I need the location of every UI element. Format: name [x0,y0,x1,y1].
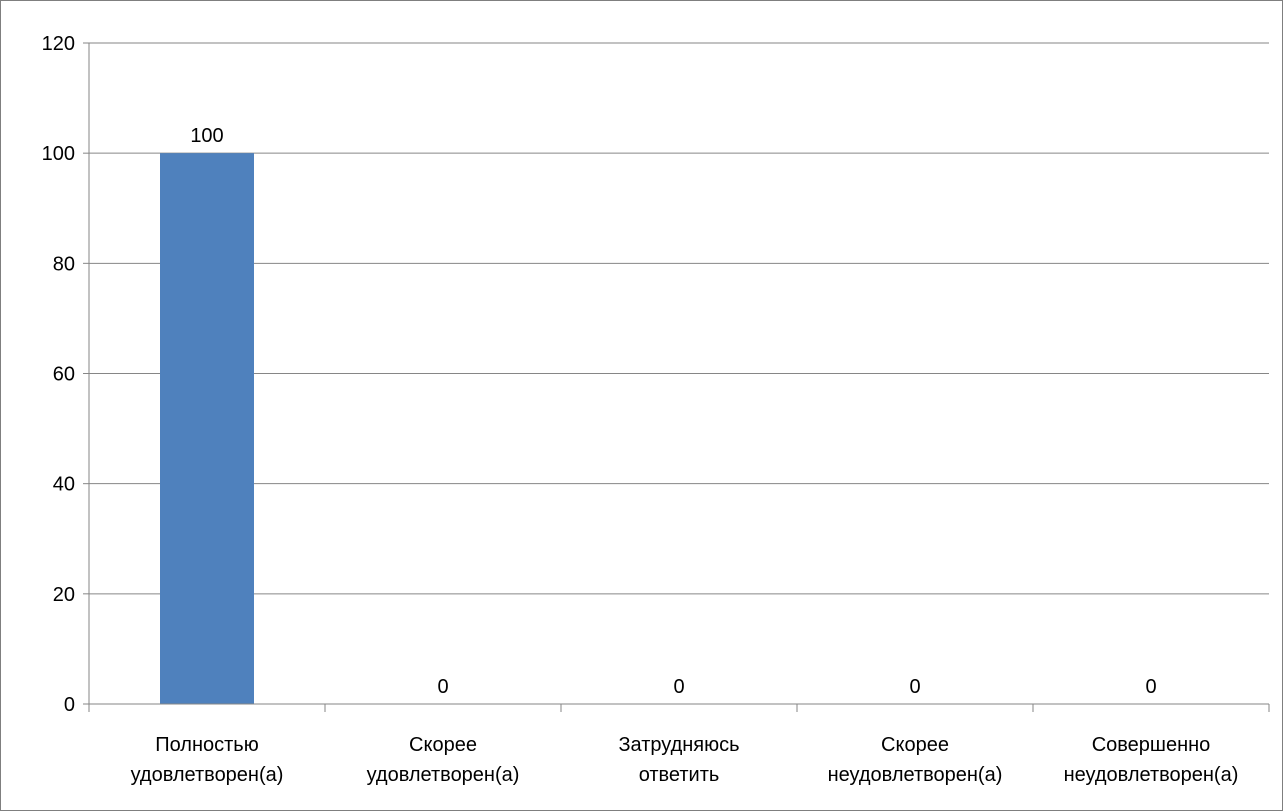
y-tick-label: 120 [42,33,75,55]
y-tick-label: 0 [64,694,75,716]
data-label: 0 [673,676,684,698]
y-tick-label: 60 [53,364,75,386]
gridlines [89,42,1269,595]
x-category-label: ответить [639,764,720,786]
y-tick-label: 40 [53,474,75,496]
bar [160,153,254,704]
data-label: 0 [909,676,920,698]
x-category-label: удовлетворен(а) [367,764,520,786]
x-category-label: Скорее [881,734,949,756]
y-tick-label: 20 [53,584,75,606]
x-category-label: неудовлетворен(а) [1064,764,1239,786]
bars [160,153,254,704]
x-category-label: Затрудняюсь [618,734,739,756]
x-category-label: Совершенно [1092,734,1211,756]
y-tick-label: 80 [53,253,75,275]
y-tick-labels: 0 20 40 60 80 100 120 [42,33,75,716]
data-labels: 100 0 0 0 0 [190,125,1156,698]
x-category-label: неудовлетворен(а) [828,764,1003,786]
category-labels: Полностью удовлетворен(а) Скорее удовлетвор… [131,734,1239,786]
axes [83,42,1270,712]
x-category-label: удовлетворен(а) [131,764,284,786]
x-category-label: Скорее [409,734,477,756]
data-label: 0 [437,676,448,698]
y-tick-label: 100 [42,143,75,165]
data-label: 100 [190,125,223,147]
data-label: 0 [1145,676,1156,698]
x-category-label: Полностью [155,734,258,756]
